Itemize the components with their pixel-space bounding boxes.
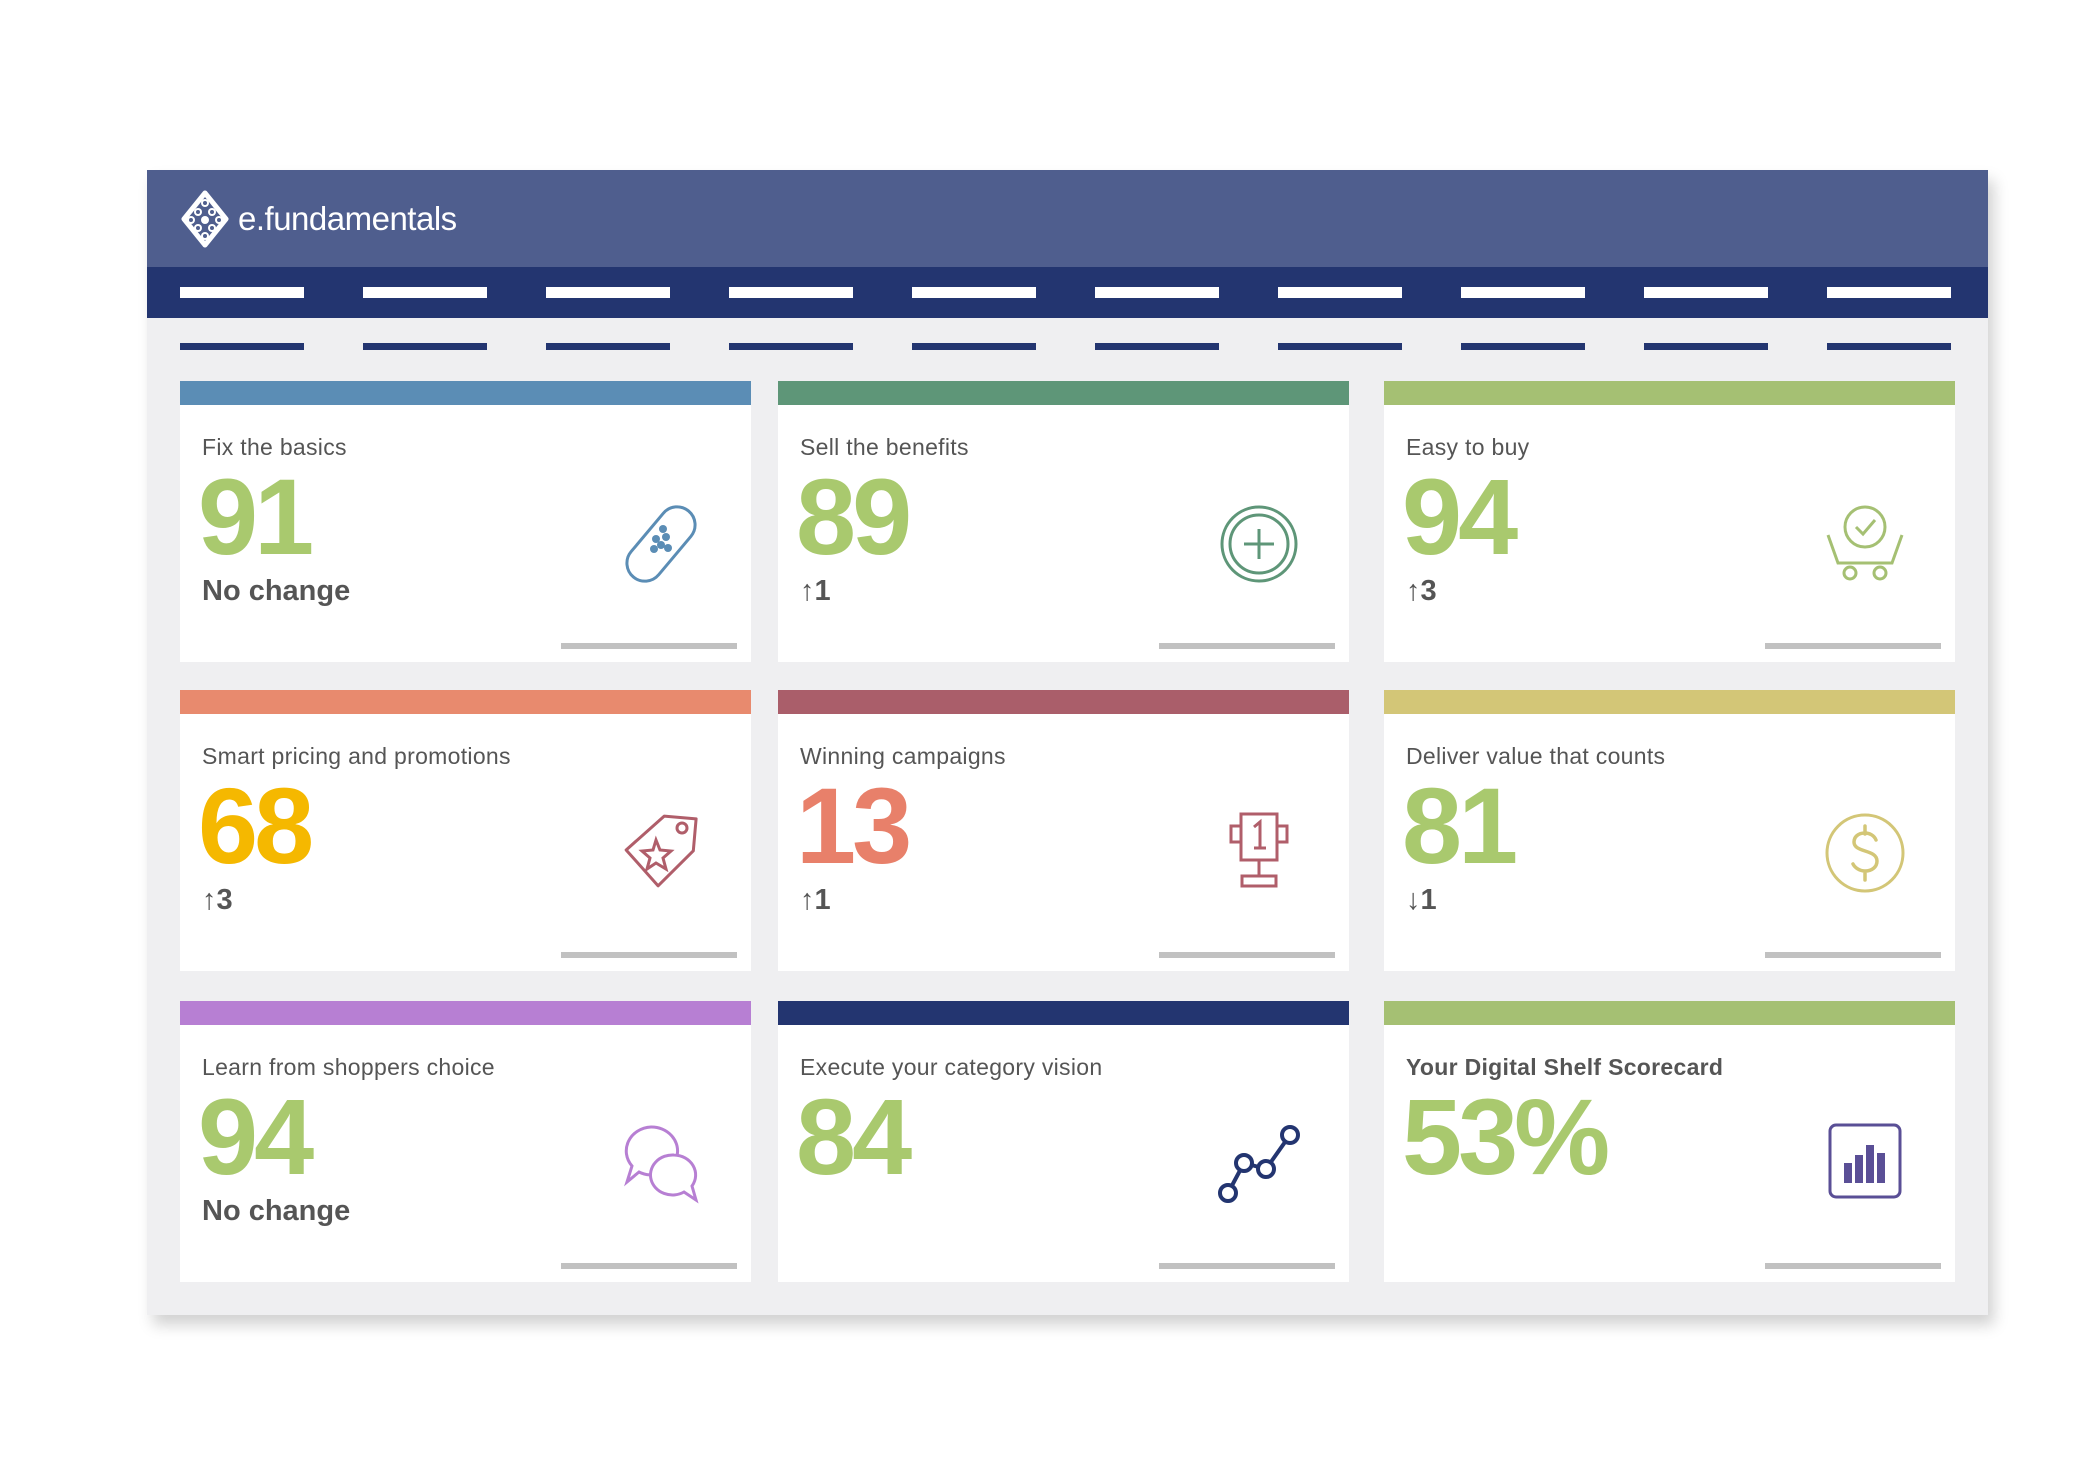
- cart-check-icon: [1820, 499, 1910, 589]
- card-footer-bar: [561, 643, 737, 649]
- subnav-item-6[interactable]: [1095, 343, 1219, 350]
- card-score: 84: [796, 1076, 912, 1197]
- card-color-stripe: [180, 1001, 751, 1025]
- bandage-icon: [616, 499, 706, 589]
- card-score: 89: [796, 456, 912, 577]
- card-footer-bar: [1159, 1263, 1335, 1269]
- card-title: Execute your category vision: [800, 1054, 1103, 1080]
- card-color-stripe: [1384, 381, 1955, 405]
- card-color-stripe: [1384, 1001, 1955, 1025]
- subnav-item-3[interactable]: [546, 343, 670, 350]
- card-color-stripe: [180, 381, 751, 405]
- card-score: 94: [198, 1076, 314, 1197]
- score-card[interactable]: Smart pricing and promotions 68 ↑3: [180, 690, 751, 971]
- card-color-stripe: [778, 690, 1349, 714]
- nav-item-9[interactable]: [1644, 287, 1768, 298]
- card-footer-bar: [1765, 952, 1941, 958]
- score-card[interactable]: Execute your category vision 84: [778, 1001, 1349, 1282]
- card-title: Sell the benefits: [800, 434, 969, 460]
- card-footer-bar: [1765, 1263, 1941, 1269]
- card-footer-bar: [1159, 952, 1335, 958]
- card-score: 94: [1402, 456, 1518, 577]
- subnav-item-4[interactable]: [729, 343, 853, 350]
- score-card[interactable]: Learn from shoppers choice 94 No change: [180, 1001, 751, 1282]
- subnav-item-1[interactable]: [180, 343, 304, 350]
- card-score: 68: [198, 765, 314, 886]
- subnav-item-9[interactable]: [1644, 343, 1768, 350]
- card-color-stripe: [180, 690, 751, 714]
- dashboard-window: e.fundamentals Fix the basics 91 No chan…: [147, 170, 1988, 1315]
- card-score: 13: [796, 765, 912, 886]
- card-change: ↑3: [1406, 575, 1437, 607]
- card-color-stripe: [778, 1001, 1349, 1025]
- card-change: ↓1: [1406, 884, 1437, 916]
- subnav-item-10[interactable]: [1827, 343, 1951, 350]
- price-tag-icon: [616, 808, 706, 898]
- card-title: Deliver value that counts: [1406, 743, 1666, 769]
- score-card[interactable]: Your Digital Shelf Scorecard 53%: [1384, 1001, 1955, 1282]
- header-bar: e.fundamentals: [147, 170, 1988, 267]
- nav-item-3[interactable]: [546, 287, 670, 298]
- subnav-item-7[interactable]: [1278, 343, 1402, 350]
- brand-name: e.fundamentals: [238, 200, 457, 238]
- score-card[interactable]: Deliver value that counts 81 ↓1: [1384, 690, 1955, 971]
- card-title: Winning campaigns: [800, 743, 1006, 769]
- nav-item-8[interactable]: [1461, 287, 1585, 298]
- dollar-coin-icon: [1820, 808, 1910, 898]
- nav-item-7[interactable]: [1278, 287, 1402, 298]
- nav-item-6[interactable]: [1095, 287, 1219, 298]
- card-change: ↑1: [800, 575, 831, 607]
- card-color-stripe: [778, 381, 1349, 405]
- card-change: No change: [202, 1195, 351, 1227]
- card-title: Easy to buy: [1406, 434, 1530, 460]
- plus-circle-icon: [1214, 499, 1304, 589]
- card-color-stripe: [1384, 690, 1955, 714]
- nav-item-5[interactable]: [912, 287, 1036, 298]
- card-score: 91: [198, 456, 314, 577]
- nav-item-4[interactable]: [729, 287, 853, 298]
- subnav-item-8[interactable]: [1461, 343, 1585, 350]
- trophy-icon: [1214, 808, 1304, 898]
- subnav-item-2[interactable]: [363, 343, 487, 350]
- score-card[interactable]: Sell the benefits 89 ↑1: [778, 381, 1349, 662]
- nav-item-2[interactable]: [363, 287, 487, 298]
- card-footer-bar: [1765, 643, 1941, 649]
- card-change: ↑3: [202, 884, 233, 916]
- score-card[interactable]: Easy to buy 94 ↑3: [1384, 381, 1955, 662]
- card-title: Your Digital Shelf Scorecard: [1406, 1054, 1724, 1080]
- score-card[interactable]: Winning campaigns 13 ↑1: [778, 690, 1349, 971]
- card-score: 81: [1402, 765, 1518, 886]
- subnav-item-5[interactable]: [912, 343, 1036, 350]
- card-footer-bar: [561, 1263, 737, 1269]
- nav-item-1[interactable]: [180, 287, 304, 298]
- card-title: Fix the basics: [202, 434, 347, 460]
- brand-logo[interactable]: e.fundamentals: [180, 190, 457, 248]
- card-footer-bar: [1159, 643, 1335, 649]
- card-footer-bar: [561, 952, 737, 958]
- score-card[interactable]: Fix the basics 91 No change: [180, 381, 751, 662]
- bar-chart-icon: [1820, 1119, 1910, 1209]
- card-title: Smart pricing and promotions: [202, 743, 511, 769]
- card-score: 53%: [1402, 1076, 1610, 1197]
- card-change: No change: [202, 575, 351, 607]
- main-nav: [147, 267, 1988, 318]
- line-graph-icon: [1214, 1119, 1304, 1209]
- chat-bubbles-icon: [616, 1119, 706, 1209]
- nav-item-10[interactable]: [1827, 287, 1951, 298]
- card-title: Learn from shoppers choice: [202, 1054, 495, 1080]
- logo-icon: [181, 190, 229, 248]
- card-change: ↑1: [800, 884, 831, 916]
